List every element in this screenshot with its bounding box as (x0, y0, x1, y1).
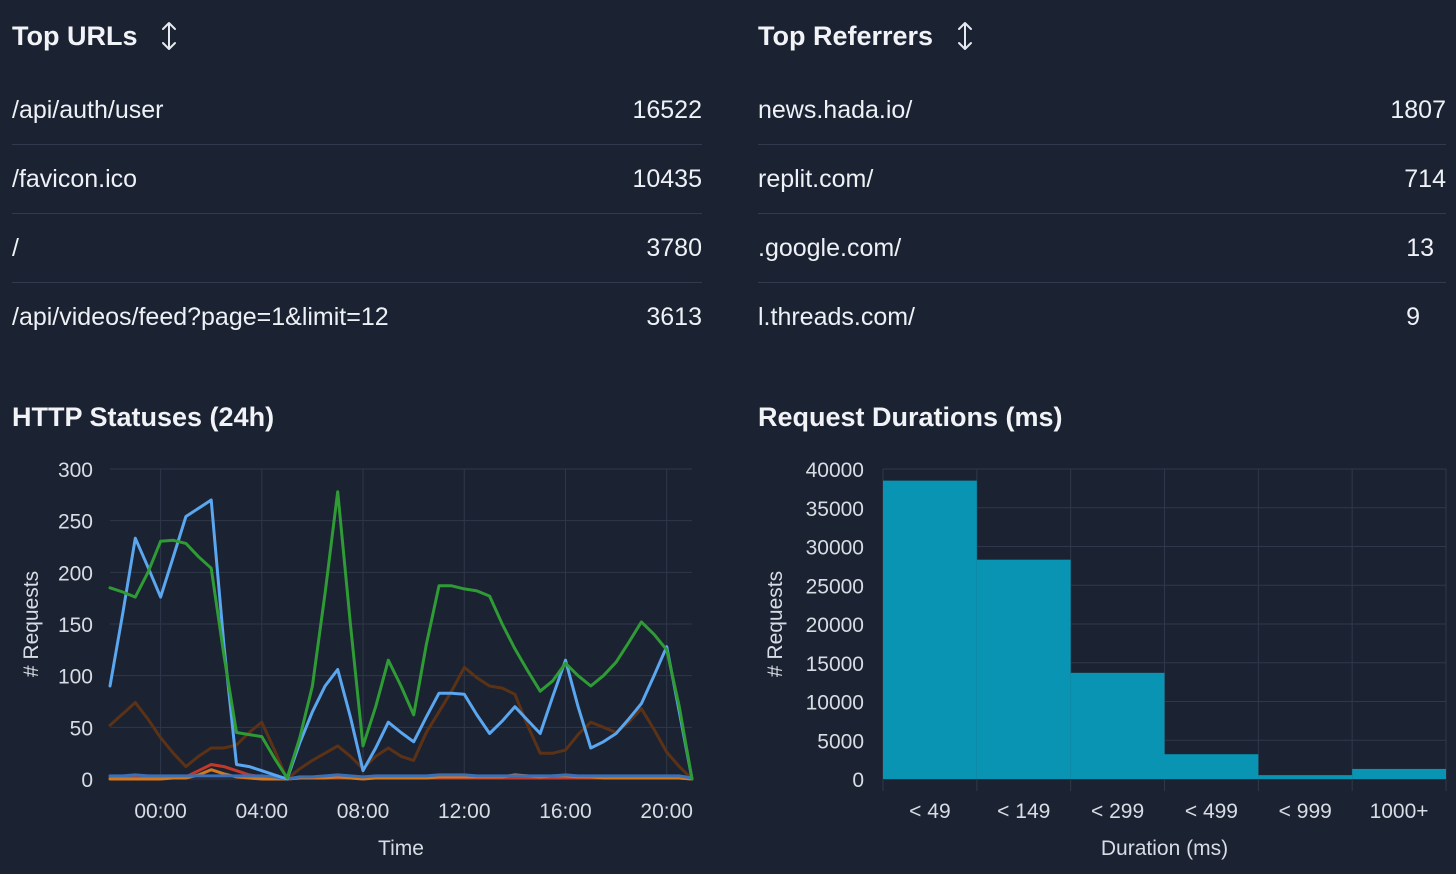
referrer-count: 1807 (1390, 95, 1446, 124)
http-statuses-chart: 0 50 100 150 200 250 300 00:00 04:00 08:00 12:00 16… (20, 459, 694, 860)
y-axis-title: # Requests (764, 571, 787, 677)
url-count: 10435 (632, 164, 702, 193)
x-tick-label: < 149 (997, 800, 1050, 823)
y-tick-label: 15000 (806, 653, 864, 676)
top-referrers-header: Top Referrers (758, 20, 975, 52)
bar (1164, 754, 1259, 779)
x-tick-label: 04:00 (236, 800, 289, 823)
y-tick-label: 0 (81, 769, 93, 792)
y-tick-label: 0 (852, 769, 864, 792)
series-line (108, 490, 694, 781)
referrer-count: 13 (1406, 233, 1434, 262)
url-label: /favicon.ico (12, 164, 138, 193)
sort-arrows-icon[interactable] (955, 20, 975, 52)
top-referrers-list: news.hada.io/ 1807 replit.com/ 714 .goog… (758, 76, 1446, 351)
x-tick-label: 00:00 (134, 800, 187, 823)
x-tick-label: 08:00 (337, 800, 390, 823)
top-urls-panel: Top URLs /api/auth/user 16522 /favicon.i… (12, 20, 702, 350)
bar (883, 480, 977, 779)
y-tick-label: 150 (58, 614, 93, 637)
x-tick-label: < 49 (909, 800, 950, 823)
list-item[interactable]: replit.com/ 714 (758, 145, 1446, 214)
referrer-label: news.hada.io/ (758, 95, 913, 124)
http-statuses-title: HTTP Statuses (24h) (12, 402, 275, 432)
list-item[interactable]: / 3780 (12, 214, 702, 283)
sort-arrows-icon[interactable] (159, 20, 179, 52)
y-tick-label: 30000 (806, 537, 864, 560)
bar (1352, 768, 1446, 779)
x-tick-label: 12:00 (438, 800, 491, 823)
x-tick-label: < 299 (1091, 800, 1144, 823)
y-tick-label: 250 (58, 511, 93, 534)
x-axis-title: Time (378, 837, 424, 860)
y-tick-label: 10000 (806, 692, 864, 715)
url-label: /api/videos/feed?page=1&limit=12 (12, 302, 389, 331)
top-urls-list: /api/auth/user 16522 /favicon.ico 10435 … (12, 76, 702, 351)
list-item[interactable]: /api/auth/user 16522 (12, 76, 702, 145)
list-item[interactable]: news.hada.io/ 1807 (758, 76, 1446, 145)
x-axis-title: Duration (ms) (1101, 837, 1228, 860)
url-count: 3613 (646, 302, 702, 331)
bar (976, 559, 1071, 779)
list-item[interactable]: l.threads.com/ 9 (758, 283, 1446, 351)
x-tick-label: < 499 (1185, 800, 1238, 823)
referrer-label: replit.com/ (758, 164, 874, 193)
x-tick-label: 16:00 (539, 800, 592, 823)
request-durations-chart: 0 5000 10000 15000 20000 25000 30000 35000 40000… (764, 459, 1447, 860)
y-tick-label: 5000 (817, 730, 864, 753)
top-urls-header: Top URLs (12, 20, 179, 52)
url-count: 16522 (632, 95, 702, 124)
y-tick-label: 300 (58, 459, 93, 482)
y-tick-label: 50 (70, 717, 93, 740)
url-label: /api/auth/user (12, 95, 164, 124)
list-item[interactable]: /api/videos/feed?page=1&limit=12 3613 (12, 283, 702, 351)
x-tick-label: < 999 (1279, 800, 1332, 823)
y-tick-label: 25000 (806, 575, 864, 598)
list-item[interactable]: /favicon.ico 10435 (12, 145, 702, 214)
series-line (108, 498, 694, 781)
referrer-label: l.threads.com/ (758, 302, 916, 331)
y-tick-label: 40000 (806, 459, 864, 482)
request-durations-title: Request Durations (ms) (758, 402, 1063, 432)
referrer-count: 9 (1406, 302, 1420, 331)
y-tick-label: 20000 (806, 614, 864, 637)
series-line (108, 773, 694, 781)
series-line (108, 665, 694, 781)
x-tick-label: 20:00 (640, 800, 693, 823)
bar (1070, 672, 1165, 779)
top-referrers-panel: Top Referrers news.hada.io/ 1807 replit.… (758, 20, 1446, 350)
url-count: 3780 (646, 233, 702, 262)
top-referrers-title: Top Referrers (758, 20, 934, 51)
top-urls-title: Top URLs (12, 20, 138, 51)
referrer-count: 714 (1404, 164, 1446, 193)
y-tick-label: 35000 (806, 498, 864, 521)
list-item[interactable]: .google.com/ 13 (758, 214, 1446, 283)
y-axis-title: # Requests (20, 571, 43, 677)
y-tick-label: 100 (58, 666, 93, 689)
y-tick-label: 200 (58, 562, 93, 585)
bar (1258, 775, 1353, 779)
referrer-label: .google.com/ (758, 233, 902, 262)
x-tick-label: 1000+ (1370, 800, 1429, 823)
url-label: / (12, 233, 19, 262)
